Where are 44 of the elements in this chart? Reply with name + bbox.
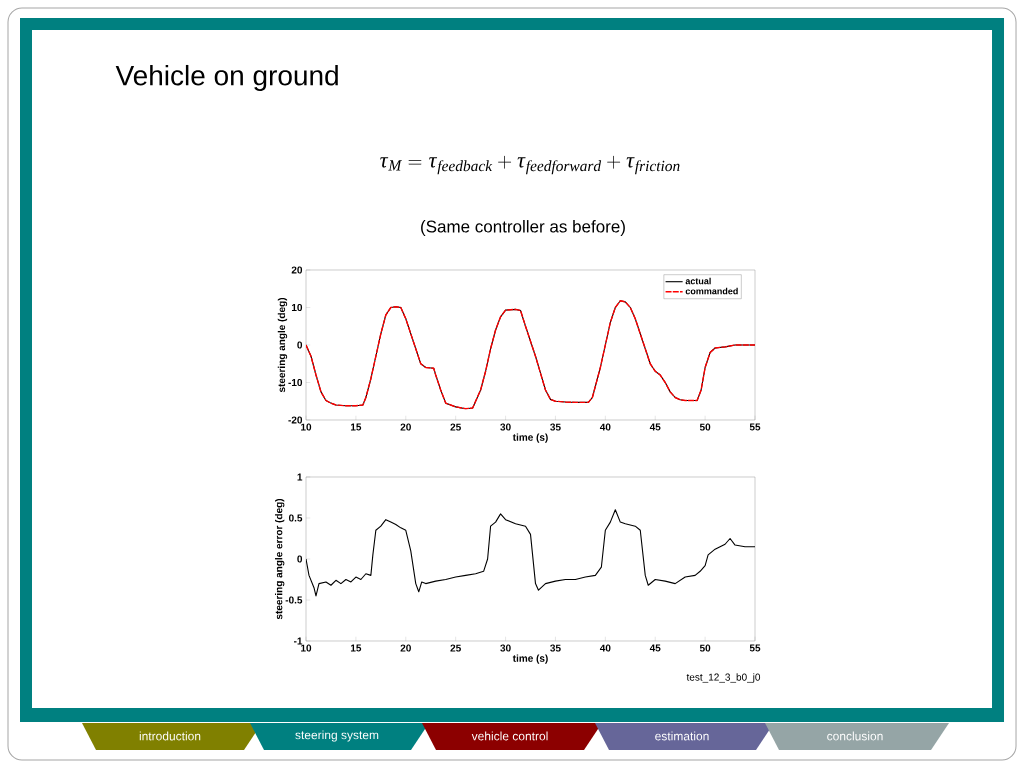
x-tick-label: 50: [699, 423, 711, 431]
text: $\tau_{M} = \tau_{feedback} + \tau_{feedforward} + \tau_{friction}$: [380, 155, 680, 175]
text: introduction: [139, 731, 201, 741]
text: steering system: [295, 730, 379, 742]
x-tick-label: 40: [599, 644, 611, 652]
x-tick-label: 55: [749, 423, 761, 431]
y-tick-label: 0.5: [288, 514, 303, 522]
y-tick-label: 1: [297, 473, 303, 481]
y-tick-label: 0: [297, 341, 303, 349]
x-tick-label: 50: [699, 644, 711, 652]
y-tick-label: 10: [291, 303, 303, 312]
text: conclusion: [827, 731, 883, 741]
x-tick-label: 30: [500, 423, 511, 431]
x-tick-label: 35: [550, 423, 561, 431]
y-tick-label: -1: [293, 637, 303, 645]
x-tick-label: 20: [400, 423, 411, 431]
x-axis-title: time (s): [512, 433, 548, 443]
x-axis-title: time (s): [512, 654, 548, 664]
x-tick-label: 25: [450, 423, 461, 431]
x-tick-label: 20: [400, 644, 411, 652]
x-tick-label: 35: [550, 644, 561, 652]
y-tick-label: -0.5: [285, 596, 303, 604]
x-tick-label: 15: [350, 423, 362, 431]
x-tick-label: 25: [450, 644, 461, 652]
y-tick-label: -20: [288, 416, 303, 424]
y-tick-label: 20: [291, 266, 303, 274]
text: estimation: [655, 731, 709, 741]
x-tick-label: 30: [500, 644, 511, 652]
x-tick-label: 55: [749, 644, 761, 652]
legend-label: commanded: [685, 287, 738, 295]
y-axis-title: steering angle error (deg): [275, 498, 285, 620]
text: test_12_3_b0_j0: [686, 673, 761, 683]
chart-title: Vehicle on ground: [115, 64, 338, 92]
x-tick-label: 45: [649, 423, 661, 431]
y-tick-label: 0: [297, 555, 303, 563]
x-tick-label: 45: [649, 644, 661, 652]
legend-label: actual: [685, 277, 711, 285]
line-series: [306, 509, 756, 597]
y-axis-title: steering angle (deg): [277, 297, 288, 393]
x-tick-label: 40: [599, 423, 611, 431]
chart-subtitle: (Same controller as before): [421, 220, 625, 236]
y-tick-label: -10: [288, 378, 303, 387]
x-tick-label: 15: [350, 644, 362, 652]
text: vehicle control: [471, 731, 548, 741]
